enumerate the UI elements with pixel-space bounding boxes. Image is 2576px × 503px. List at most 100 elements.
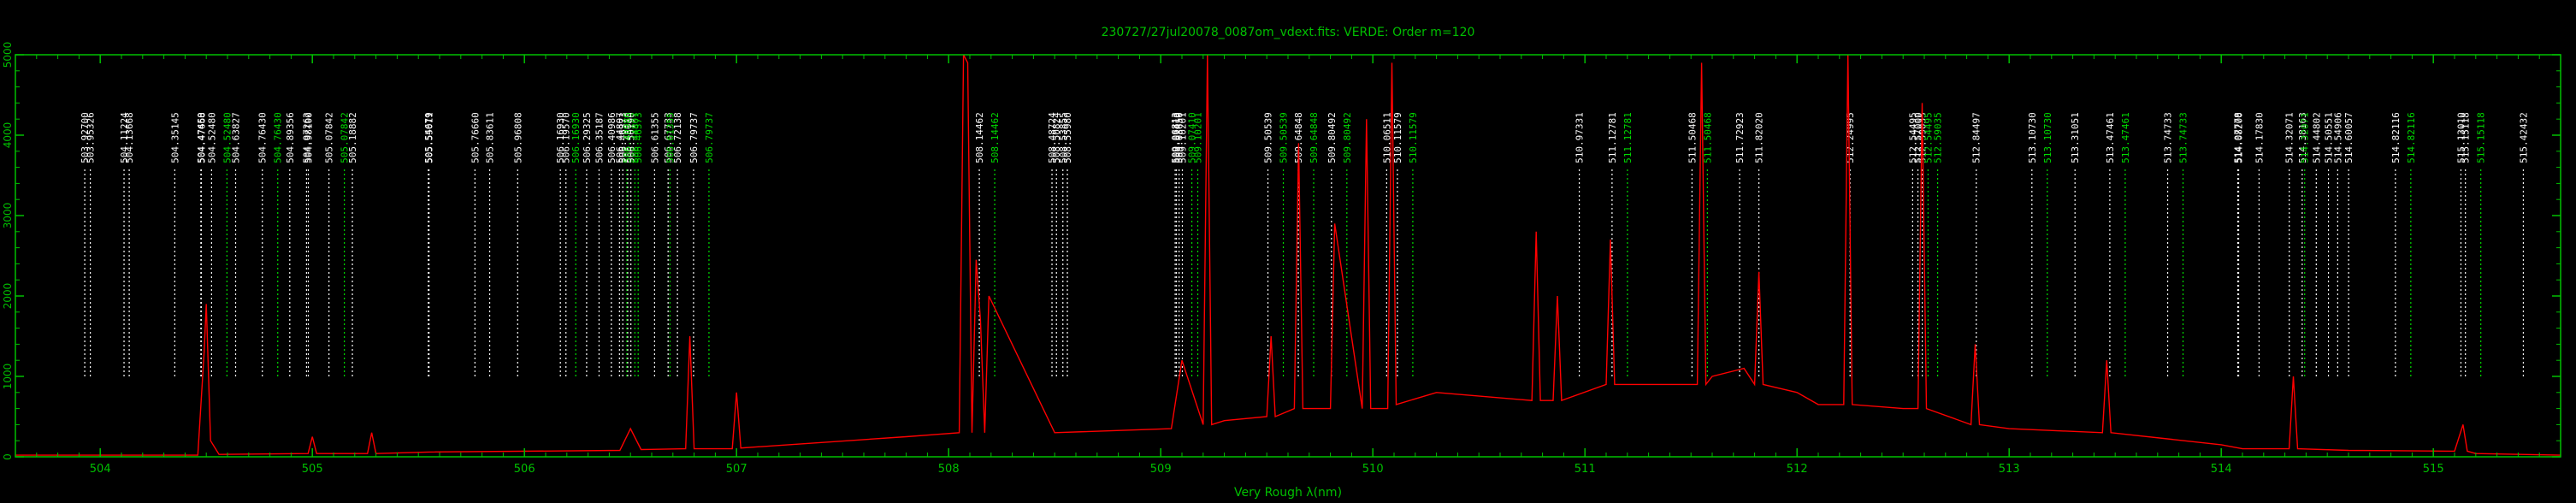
line-label-green: 504.76430 <box>273 112 284 163</box>
line-label-white: 510.06511 <box>1381 112 1392 163</box>
line-label-white: 514.32071 <box>2284 112 2295 163</box>
line-label-white: 505.55011 <box>424 112 435 163</box>
x-tick-label: 509 <box>1150 463 1172 476</box>
line-label-green: 515.15118 <box>2476 112 2487 163</box>
axes-layer: 504 505 506 507 508 509 510 511 512 513 514 515 0 100… <box>2 42 2561 476</box>
line-label-white: 513.10730 <box>2027 112 2038 163</box>
y-tick-label: 5000 <box>2 42 14 68</box>
line-label-green: 512.54495 <box>1923 112 1934 163</box>
line-label-white: 513.31051 <box>2070 112 2081 163</box>
line-label-green: 511.12781 <box>1622 112 1634 163</box>
line-label-white: 506.50190 <box>626 112 637 163</box>
line-label-white: 514.17830 <box>2254 112 2265 163</box>
x-tick-label: 510 <box>1362 463 1384 476</box>
x-tick-label: 506 <box>514 463 535 476</box>
spectrum-line <box>15 54 2561 456</box>
line-label-white: 514.82116 <box>2390 112 2402 163</box>
line-label-white: 505.76660 <box>470 112 481 163</box>
line-label-white: 504.47450 <box>196 112 207 163</box>
line-label-white: 505.83611 <box>485 112 496 163</box>
y-tick-label: 2000 <box>2 283 14 310</box>
x-tick-label: 515 <box>2423 463 2444 476</box>
line-label-white: 514.60057 <box>2343 112 2354 163</box>
line-label-white: 511.12781 <box>1607 112 1618 163</box>
x-axis-label: Very Rough λ(nm) <box>1234 486 1342 500</box>
line-label-white: 514.38163 <box>2297 112 2308 163</box>
line-label-white: 505.07842 <box>324 112 335 163</box>
line-label-white: 506.46373 <box>617 112 629 163</box>
line-label-green: 512.59035 <box>1933 112 1944 163</box>
line-label-white: 509.06813 <box>1170 112 1181 163</box>
line-label-white: 506.67733 <box>663 112 674 163</box>
line-label-green: 513.47461 <box>2120 112 2131 163</box>
line-label-white: 510.97331 <box>1575 112 1586 163</box>
line-label-white: 509.10201 <box>1177 112 1188 163</box>
line-label-green: 509.10201 <box>1192 112 1203 163</box>
line-label-white: 505.54679 <box>423 112 434 163</box>
line-label-white: 506.72138 <box>672 112 683 163</box>
line-label-white: 506.48670 <box>623 112 634 163</box>
line-label-green: 506.44807 <box>629 112 641 163</box>
line-label-white: 505.96808 <box>512 112 523 163</box>
line-label-white: 514.54906 <box>2332 112 2343 163</box>
line-label-white: 514.08200 <box>2234 112 2245 163</box>
line-label-white: 514.50551 <box>2324 112 2335 163</box>
line-label-white: 506.29325 <box>582 112 593 163</box>
line-label-white: 504.63827 <box>230 112 241 163</box>
spectrum-layer <box>15 54 2561 456</box>
x-tick-label: 511 <box>1575 463 1596 476</box>
line-label-green: 513.10730 <box>2042 112 2053 163</box>
x-tick-label: 507 <box>726 463 747 476</box>
line-label-white: 504.89356 <box>285 112 296 163</box>
line-label-white: 504.13668 <box>124 112 135 163</box>
x-tick-label: 508 <box>938 463 960 476</box>
line-label-white: 506.16930 <box>555 112 566 163</box>
line-label-green: 509.50539 <box>1279 112 1290 163</box>
line-label-white: 505.18882 <box>347 112 358 163</box>
line-label-green: 506.40986 <box>622 112 633 163</box>
line-label-white: 509.64848 <box>1293 112 1304 163</box>
line-label-white: 504.35145 <box>169 112 180 163</box>
line-label-white: 508.55980 <box>1062 112 1073 163</box>
line-label-white: 508.14462 <box>974 112 985 163</box>
line-label-green: 508.14462 <box>990 112 1001 163</box>
line-label-white: 512.24995 <box>1845 112 1856 163</box>
line-label-white: 504.11224 <box>119 112 130 163</box>
line-label-white: 513.47461 <box>2105 112 2116 163</box>
y-tick-label: 0 <box>2 453 14 460</box>
line-label-white: 515.42432 <box>2518 112 2529 163</box>
line-label-white: 514.44802 <box>2311 112 2322 163</box>
line-label-green: 506.61355 <box>665 112 676 163</box>
line-label-white: 511.82020 <box>1754 112 1765 163</box>
line-label-white: 504.97262 <box>301 112 312 163</box>
x-tick-label: 512 <box>1787 463 1808 476</box>
line-label-green: 509.80492 <box>1342 112 1353 163</box>
line-label-green: 510.11579 <box>1408 112 1419 163</box>
line-label-white: 504.98100 <box>303 112 314 163</box>
line-label-green: 511.50468 <box>1702 112 1713 163</box>
line-label-green: 514.32071 <box>2300 112 2311 163</box>
line-label-white: 503.95326 <box>86 112 97 163</box>
line-label-white: 511.50468 <box>1687 112 1698 163</box>
line-label-white: 509.50539 <box>1263 112 1274 163</box>
line-label-green: 514.82116 <box>2406 112 2417 163</box>
line-label-white: 504.76430 <box>257 112 269 163</box>
chart-title: 230727/27jul20078_0087om_vdext.fits: VER… <box>1102 26 1475 39</box>
line-label-white: 508.50824 <box>1051 112 1062 163</box>
line-label-green: 505.07842 <box>340 112 351 163</box>
y-tick-label: 1000 <box>2 364 14 390</box>
line-label-green: 509.64848 <box>1309 112 1320 163</box>
line-label-white: 506.35187 <box>594 112 605 163</box>
x-tick-label: 514 <box>2211 463 2232 476</box>
line-label-white: 513.74733 <box>2163 112 2174 163</box>
line-label-white: 506.44807 <box>614 112 625 163</box>
y-tick-label: 4000 <box>2 122 14 149</box>
line-label-white: 504.47668 <box>196 112 207 163</box>
calibration-lines-layer <box>84 167 2525 376</box>
line-label-white: 512.84497 <box>1971 112 1982 163</box>
line-label-green: 513.74733 <box>2178 112 2189 163</box>
line-label-white: 509.08650 <box>1174 112 1185 163</box>
line-label-white: 506.19570 <box>561 112 572 163</box>
